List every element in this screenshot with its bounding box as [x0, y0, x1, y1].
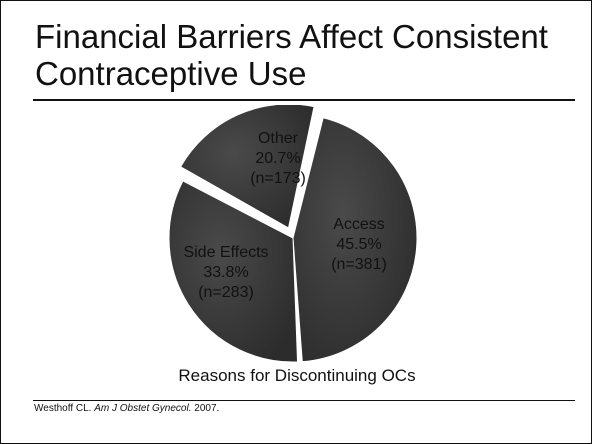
- slide-title: Financial Barriers Affect Consistent Con…: [35, 18, 548, 92]
- citation-year: 2007.: [194, 403, 220, 414]
- citation-divider: [33, 400, 575, 401]
- slice-label-side-effects: Side Effects 33.8% (n=283): [183, 244, 268, 301]
- title-underline: [33, 99, 575, 101]
- pie-slice-other: [179, 105, 315, 229]
- chart-caption: Reasons for Discontinuing OCs: [178, 366, 416, 385]
- pie-slice-side-effects: [168, 180, 299, 363]
- citation-author: Westhoff CL.: [34, 403, 92, 414]
- citation-journal: Am J Obstet Gynecol.: [94, 403, 192, 414]
- slice-label-access: Access 45.5% (n=381): [331, 216, 387, 273]
- citation: Westhoff CL. Am J Obstet Gynecol. 2007.: [34, 403, 219, 414]
- slice-label-other: Other 20.7% (n=173): [250, 130, 306, 187]
- pie-chart: Access 45.5% (n=381) Side Effects 33.8% (n=28…: [168, 105, 418, 363]
- pie-slice-access: [292, 117, 418, 363]
